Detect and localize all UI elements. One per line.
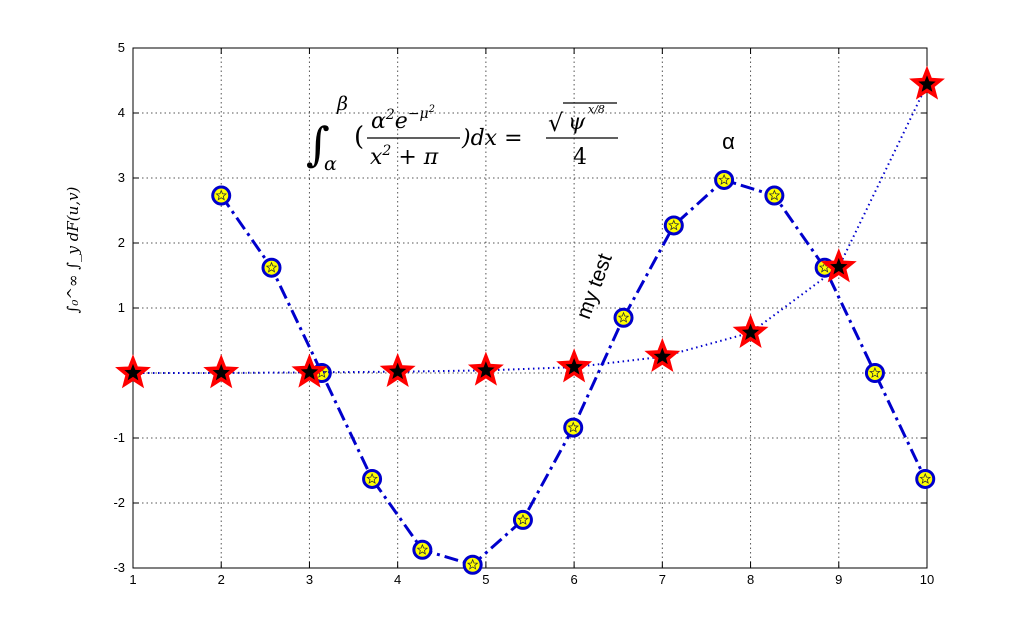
eq-num-base: α xyxy=(371,109,386,134)
equation: ∫ β α ( α2e−μ2 x2 + π )dx = √ ψ x/8 4 xyxy=(306,93,618,175)
y-tick-label: 4 xyxy=(118,105,125,120)
series-2-point xyxy=(644,337,681,373)
series-1-point-star xyxy=(718,173,730,185)
series-2-point xyxy=(556,348,593,383)
series-2-point xyxy=(909,65,945,100)
eq-denominator: x2 + π xyxy=(370,143,439,170)
series-2-point xyxy=(732,313,769,348)
series-1-point-star xyxy=(215,189,228,201)
eq-upper-limit: β xyxy=(336,93,348,115)
x-tick-label: 6 xyxy=(570,572,577,587)
series-2-point xyxy=(291,353,328,388)
y-tick-label: -1 xyxy=(113,430,125,445)
ticks: 1 2 3 4 5 6 7 8 9 10 -3 -2 -1 1 2 3 4 5 xyxy=(113,40,934,587)
y-tick-label: 3 xyxy=(118,170,125,185)
x-tick-label: 7 xyxy=(659,572,666,587)
eq-open-paren: ( xyxy=(354,122,364,152)
y-tick-label: -3 xyxy=(113,560,125,575)
x-tick-label: 9 xyxy=(835,572,842,587)
y-axis-label: ∫₀^∞ ∫_y dF(u,v) xyxy=(64,186,82,313)
eq-num-exp: −μ xyxy=(408,106,429,122)
series-1-point-star xyxy=(466,558,479,570)
eq-numerator: α2e−μ2 xyxy=(371,104,435,134)
series-1-point-star xyxy=(617,311,630,323)
eq-num-sup: 2 xyxy=(385,107,395,123)
series-1-point-star xyxy=(265,261,278,273)
eq-den-sup: 2 xyxy=(381,143,391,159)
eq-den-base: x xyxy=(370,145,383,170)
y-tick-label: 2 xyxy=(118,235,125,250)
x-tick-label: 2 xyxy=(218,572,225,587)
series-1-point-star xyxy=(869,366,881,378)
series-1-point-star xyxy=(416,543,429,555)
series-1-point-star xyxy=(517,513,529,525)
series-2-point xyxy=(820,248,857,283)
eq-rhs-sqrt: √ xyxy=(548,109,564,137)
y-tick-label: 1 xyxy=(118,300,125,315)
y-tick-label: -2 xyxy=(113,495,125,510)
x-tick-label: 8 xyxy=(747,572,754,587)
eq-rhs-den: 4 xyxy=(573,145,587,170)
series-1 xyxy=(211,169,936,575)
eq-num-e: e xyxy=(395,109,408,134)
series-2-point xyxy=(379,352,416,387)
series-layer xyxy=(115,65,945,575)
eq-rhs-psi: ψ xyxy=(568,110,586,135)
series-2 xyxy=(115,65,945,389)
series-2-line xyxy=(133,83,928,374)
eq-integral: ∫ xyxy=(306,117,330,171)
series-2-point xyxy=(203,354,240,389)
series-2-point xyxy=(115,354,151,389)
series-1-point-star xyxy=(768,189,781,201)
eq-lower-limit: α xyxy=(324,153,337,175)
x-tick-label: 1 xyxy=(129,572,136,587)
eq-close: )dx = xyxy=(461,126,523,151)
text-alpha: α xyxy=(722,129,735,154)
eq-den-rest: + π xyxy=(391,145,438,170)
series-2-point xyxy=(467,351,504,386)
x-tick-label: 10 xyxy=(920,572,934,587)
x-tick-label: 3 xyxy=(306,572,313,587)
series-1-point-star xyxy=(668,219,680,231)
eq-num-exp-sup: 2 xyxy=(428,104,435,115)
eq-rhs-psi-exp: x/8 xyxy=(588,103,605,116)
series-1-point-star xyxy=(919,472,932,484)
y-tick-label: 5 xyxy=(118,40,125,55)
x-tick-label: 4 xyxy=(394,572,401,587)
series-1-point-star xyxy=(366,472,378,484)
x-tick-label: 5 xyxy=(482,572,489,587)
grid xyxy=(133,48,927,568)
series-1-point-star xyxy=(567,421,579,433)
